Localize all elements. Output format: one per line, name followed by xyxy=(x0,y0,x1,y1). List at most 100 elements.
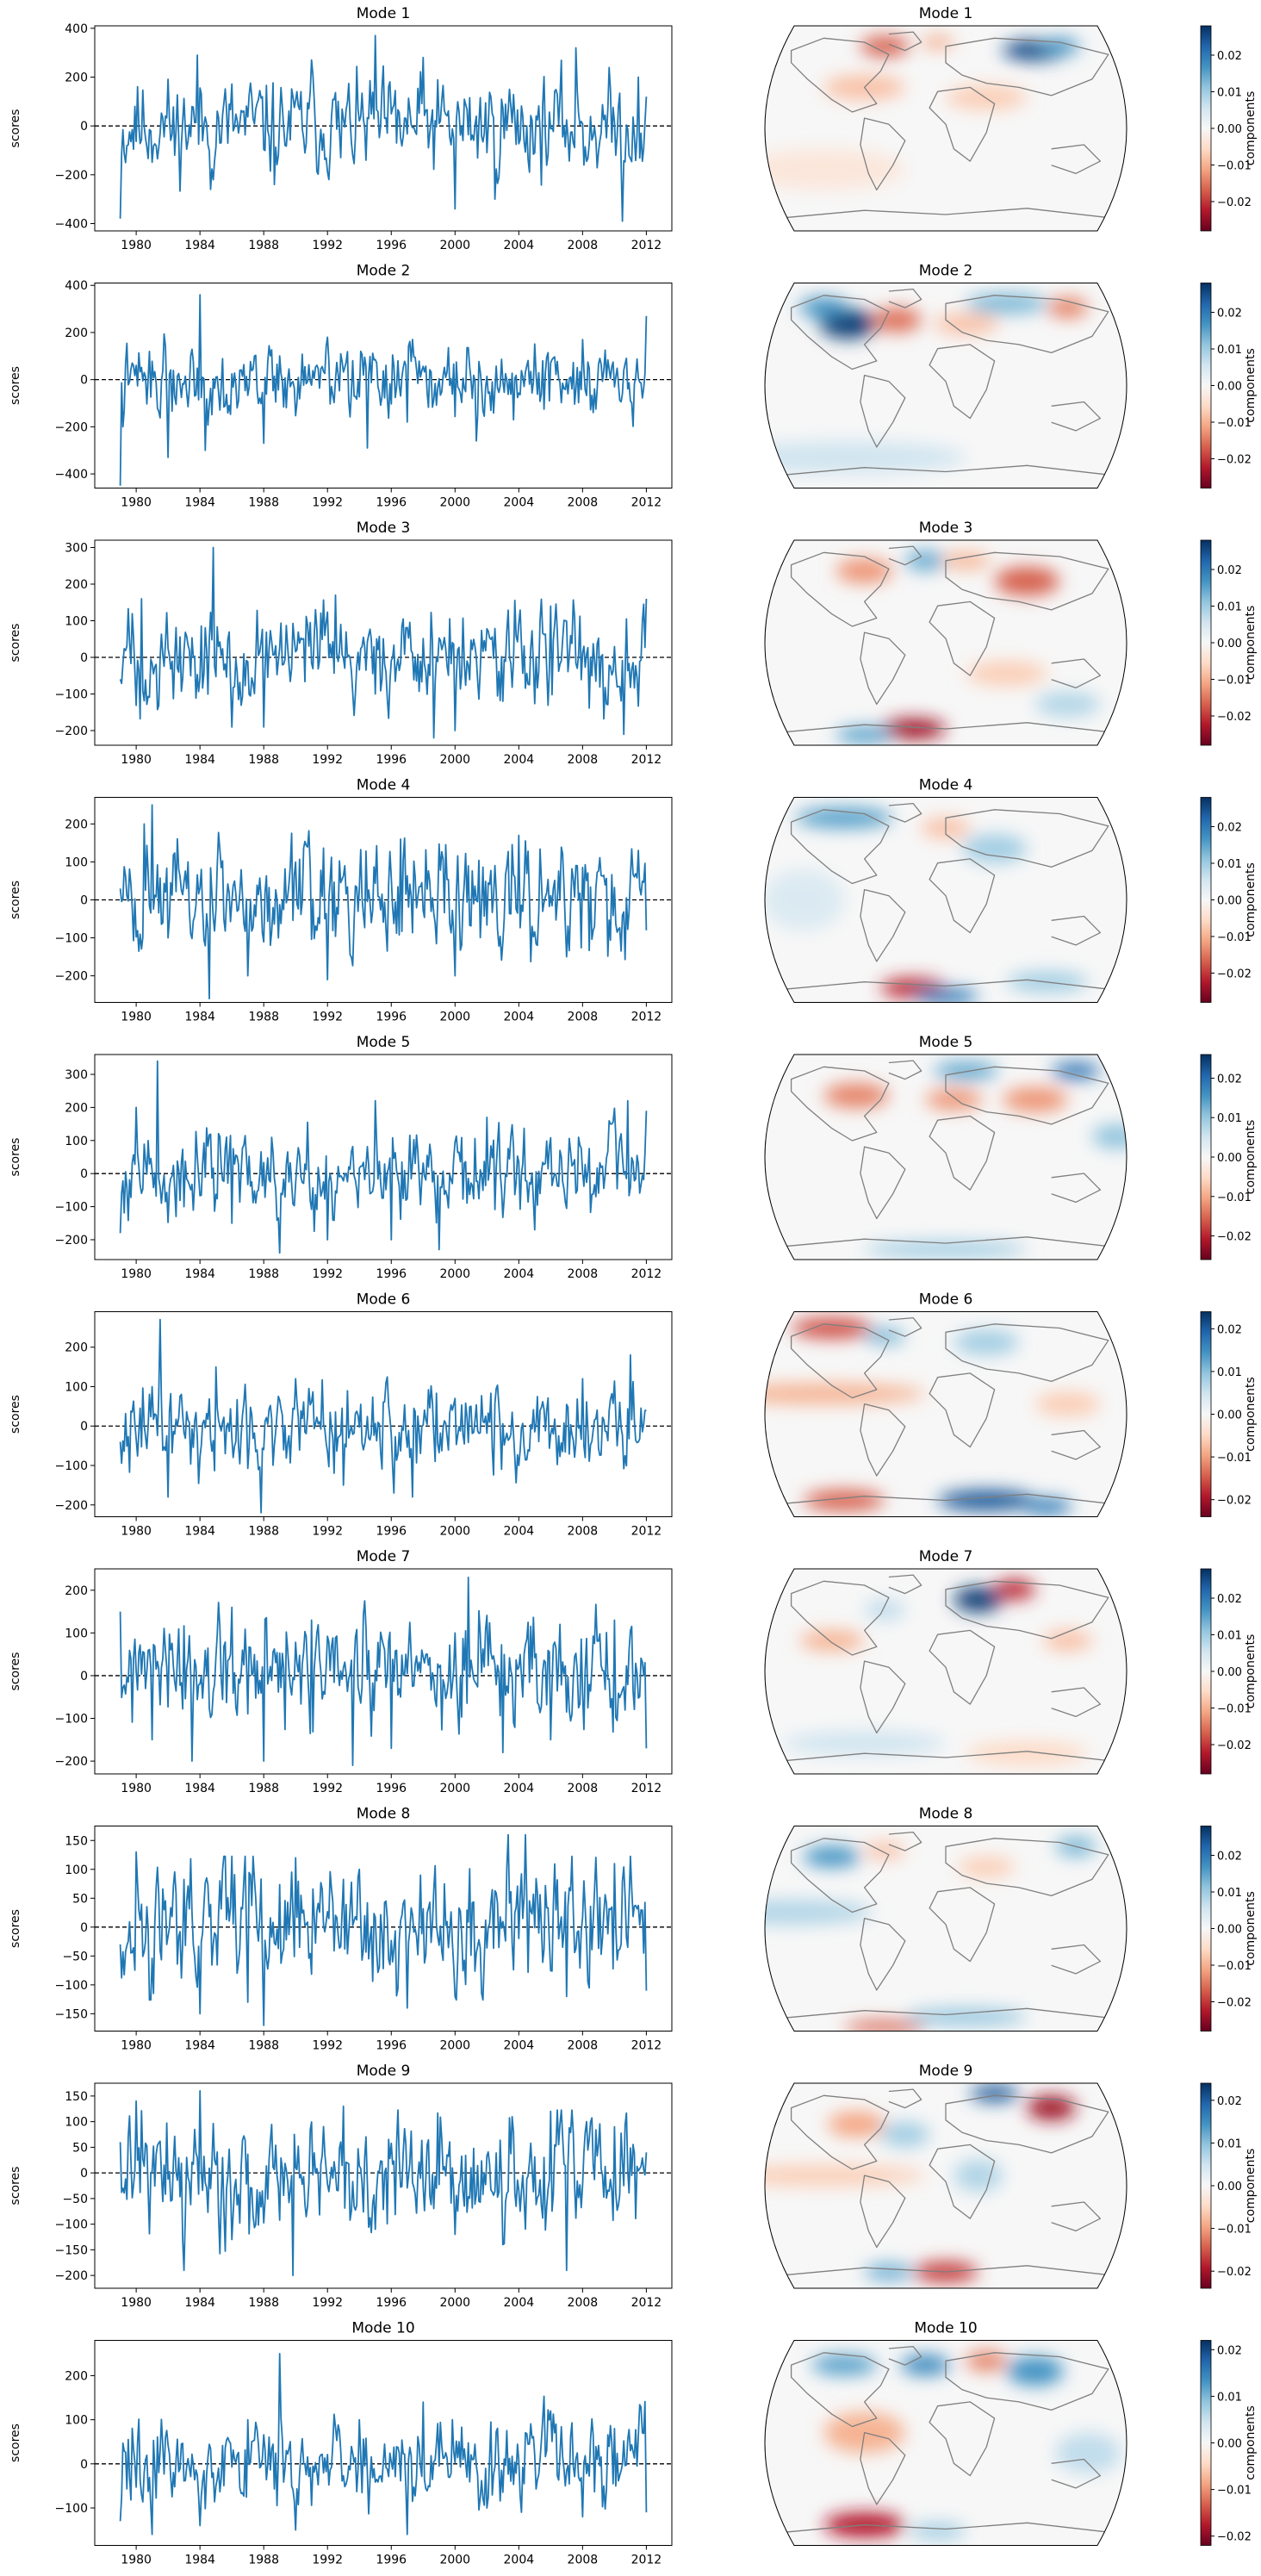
component-anomaly xyxy=(904,2008,1028,2025)
y-tick-label: 0 xyxy=(80,651,88,665)
component-anomaly xyxy=(880,719,946,739)
map-outline xyxy=(764,797,1127,1003)
y-tick-label: −400 xyxy=(55,218,88,232)
x-tick-label: 1984 xyxy=(184,1782,215,1795)
x-tick-label: 2004 xyxy=(504,1267,535,1281)
map-title: Mode 10 xyxy=(914,2320,977,2337)
coastlines xyxy=(774,1060,1117,1248)
component-anomaly xyxy=(946,85,1028,110)
x-tick-label: 1996 xyxy=(376,2554,407,2567)
coastline xyxy=(1051,1173,1102,1204)
colorbar-tick-label: 0.00 xyxy=(1217,1152,1242,1165)
colorbar-tick-label: 0.02 xyxy=(1217,1323,1242,1336)
colorbar-tick-label: 0.00 xyxy=(1217,1924,1242,1937)
x-tick-label: 2000 xyxy=(439,753,470,767)
coastline xyxy=(774,208,1117,220)
coastline xyxy=(945,1323,1109,1383)
x-tick-label: 1984 xyxy=(184,239,215,252)
map-title: Mode 8 xyxy=(919,1806,973,1823)
component-anomaly xyxy=(1055,2432,1121,2474)
x-tick-label: 1996 xyxy=(376,1011,407,1024)
component-anomaly xyxy=(954,1587,1003,1612)
component-anomaly xyxy=(921,35,954,49)
component-anomaly xyxy=(765,1383,926,1404)
coastlines xyxy=(774,288,1117,476)
colorbar-tick-label: −0.02 xyxy=(1217,2531,1252,2544)
y-tick-label: −400 xyxy=(55,468,88,482)
timeseries-title: Mode 5 xyxy=(357,1034,411,1051)
coastline xyxy=(790,1838,890,1913)
component-anomaly xyxy=(1022,1498,1072,1515)
x-tick-label: 1988 xyxy=(248,753,279,767)
colorbar-tick-label: 0.01 xyxy=(1217,87,1242,100)
mode-panel-1: Mode 1 −400 −200 0 200 400 1980 1984 1988 1992 199… xyxy=(9,5,1258,252)
scores-line xyxy=(119,2089,648,2277)
map-outline xyxy=(764,2340,1127,2546)
coastline xyxy=(888,545,922,566)
y-tick-label: −100 xyxy=(55,1713,88,1727)
coastline xyxy=(945,2094,1109,2154)
y-tick-label: −100 xyxy=(55,1201,88,1215)
y-tick-label: −100 xyxy=(55,688,88,702)
coastlines xyxy=(774,2088,1117,2277)
x-tick-label: 1988 xyxy=(248,239,279,252)
x-tick-label: 2012 xyxy=(631,1525,662,1539)
coastline xyxy=(774,979,1117,991)
coastlines xyxy=(774,545,1117,734)
x-tick-label: 2012 xyxy=(631,2554,662,2567)
coastline xyxy=(888,2345,922,2366)
coastline xyxy=(945,1066,1109,1125)
x-tick-label: 1996 xyxy=(376,1525,407,1539)
colorbar xyxy=(1200,1311,1212,1517)
y-tick-label: 150 xyxy=(65,1834,88,1848)
scores-line xyxy=(119,2352,648,2536)
x-tick-label: 2000 xyxy=(439,2296,470,2310)
component-anomaly xyxy=(791,1317,873,1339)
y-tick-label: 200 xyxy=(65,1584,88,1598)
plot-frame xyxy=(94,2340,673,2546)
colorbar-tick-label: −0.02 xyxy=(1217,711,1252,724)
x-tick-label: 1980 xyxy=(121,1011,152,1024)
component-anomaly xyxy=(795,807,893,829)
plot-frame xyxy=(94,1826,673,2032)
colorbar-tick-label: −0.02 xyxy=(1217,454,1252,467)
coastline xyxy=(888,31,922,52)
x-tick-label: 1980 xyxy=(121,239,152,252)
component-anomaly xyxy=(811,2355,877,2375)
x-tick-label: 1980 xyxy=(121,496,152,510)
coastline xyxy=(1051,1687,1102,1718)
y-tick-label: 100 xyxy=(65,615,88,629)
plot-frame xyxy=(94,1054,673,1260)
timeseries-title: Mode 1 xyxy=(357,5,411,22)
y-tick-label: −100 xyxy=(55,2218,88,2232)
y-tick-label: 100 xyxy=(65,1135,88,1148)
x-tick-label: 2000 xyxy=(439,2554,470,2567)
colorbar-tick-label: −0.02 xyxy=(1217,1495,1252,1508)
x-tick-label: 1992 xyxy=(312,2039,343,2053)
x-tick-label: 2000 xyxy=(439,1782,470,1795)
y-tick-label: 100 xyxy=(65,2414,88,2428)
x-tick-label: 2008 xyxy=(568,753,599,767)
timeseries-title: Mode 10 xyxy=(351,2320,414,2337)
component-anomaly xyxy=(864,1241,1028,1258)
timeseries-title: Mode 7 xyxy=(357,1548,411,1565)
y-tick-label: −200 xyxy=(55,1499,88,1513)
y-tick-label: 300 xyxy=(65,542,88,556)
coastline xyxy=(790,1580,890,1656)
scores-line xyxy=(119,1833,648,2026)
coastline xyxy=(888,2088,922,2109)
component-anomaly xyxy=(843,2020,926,2032)
colorbar xyxy=(1200,1568,1212,1775)
colorbar-tick-label: 0.01 xyxy=(1217,1366,1242,1379)
y-tick-label: 200 xyxy=(65,1101,88,1115)
coastline xyxy=(929,2401,996,2477)
component-anomaly xyxy=(1047,297,1089,318)
colorbar-tick-label: 0.02 xyxy=(1217,2095,1242,2108)
x-tick-label: 1980 xyxy=(121,1525,152,1539)
plot-frame xyxy=(94,539,673,746)
x-tick-label: 1992 xyxy=(312,1267,343,1281)
x-tick-label: 2012 xyxy=(631,1011,662,1024)
coastline xyxy=(790,37,890,113)
coastline xyxy=(1051,1429,1102,1460)
component-anomaly xyxy=(966,293,1048,314)
